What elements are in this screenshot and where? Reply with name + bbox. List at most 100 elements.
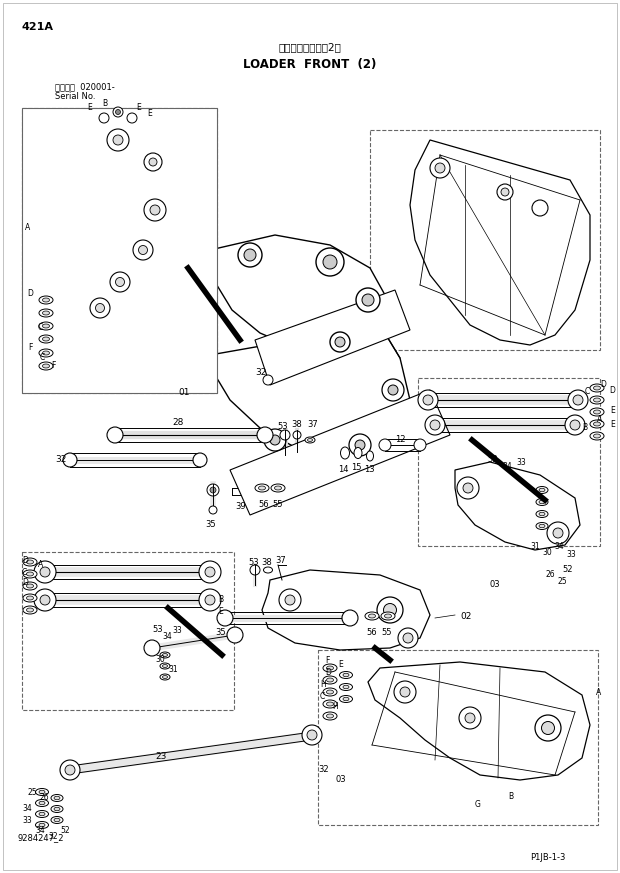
Text: Serial No.: Serial No. — [55, 92, 95, 101]
Text: 34: 34 — [554, 542, 564, 551]
Bar — [318, 650, 598, 825]
Circle shape — [127, 113, 137, 123]
Circle shape — [459, 707, 481, 729]
Text: B: B — [102, 100, 107, 108]
Text: A: A — [25, 223, 30, 232]
Text: C: C — [22, 568, 27, 577]
Text: B: B — [582, 423, 587, 432]
Circle shape — [113, 107, 123, 117]
Ellipse shape — [51, 816, 63, 823]
Circle shape — [107, 129, 129, 151]
Ellipse shape — [323, 664, 337, 672]
Text: 31: 31 — [168, 665, 177, 674]
Text: 53: 53 — [248, 558, 259, 567]
Bar — [22, 108, 217, 393]
Text: B: B — [508, 792, 513, 801]
Ellipse shape — [39, 801, 45, 805]
Circle shape — [430, 158, 450, 178]
Text: 52: 52 — [562, 565, 572, 574]
Text: D: D — [22, 556, 28, 565]
Ellipse shape — [23, 594, 37, 602]
Ellipse shape — [43, 351, 50, 355]
Ellipse shape — [305, 437, 315, 443]
Circle shape — [270, 435, 280, 445]
Ellipse shape — [264, 567, 273, 573]
Circle shape — [414, 439, 426, 451]
Ellipse shape — [323, 700, 337, 708]
Ellipse shape — [51, 806, 63, 813]
Ellipse shape — [323, 688, 337, 696]
Polygon shape — [455, 462, 580, 550]
Text: 15: 15 — [351, 463, 361, 472]
Circle shape — [356, 288, 380, 312]
Text: D: D — [609, 386, 615, 395]
Ellipse shape — [23, 582, 37, 590]
Circle shape — [342, 610, 358, 626]
Ellipse shape — [54, 796, 60, 800]
Ellipse shape — [368, 614, 376, 618]
Text: D: D — [600, 380, 606, 389]
Ellipse shape — [365, 612, 379, 620]
Ellipse shape — [43, 324, 50, 328]
Circle shape — [205, 567, 215, 577]
Ellipse shape — [39, 812, 45, 815]
Text: 28: 28 — [172, 418, 184, 427]
Polygon shape — [210, 325, 410, 462]
Ellipse shape — [27, 596, 33, 600]
Ellipse shape — [384, 614, 391, 618]
Circle shape — [307, 730, 317, 740]
Ellipse shape — [323, 712, 337, 720]
Ellipse shape — [27, 584, 33, 588]
Text: 37: 37 — [307, 420, 317, 429]
Ellipse shape — [162, 676, 167, 678]
Text: E: E — [218, 607, 223, 616]
Polygon shape — [410, 140, 590, 345]
Text: P1JB-1-3: P1JB-1-3 — [530, 853, 565, 862]
Ellipse shape — [39, 349, 53, 357]
Text: B: B — [218, 595, 223, 604]
Polygon shape — [52, 120, 180, 328]
Text: 53: 53 — [487, 455, 498, 464]
Text: H: H — [320, 680, 326, 689]
Text: F: F — [325, 656, 329, 665]
Ellipse shape — [54, 818, 60, 821]
Ellipse shape — [343, 673, 349, 677]
Circle shape — [107, 427, 123, 443]
Text: 25: 25 — [557, 577, 567, 586]
Ellipse shape — [39, 823, 45, 827]
Bar — [418, 378, 600, 546]
Circle shape — [34, 561, 56, 583]
Circle shape — [425, 415, 445, 435]
Circle shape — [547, 522, 569, 544]
Text: 14: 14 — [338, 465, 348, 474]
Ellipse shape — [536, 523, 548, 530]
Text: 適用号機  020001-: 適用号機 020001- — [55, 82, 115, 91]
Circle shape — [115, 109, 120, 114]
Circle shape — [90, 298, 110, 318]
Circle shape — [355, 440, 365, 450]
Circle shape — [263, 375, 273, 385]
Ellipse shape — [27, 608, 33, 612]
Ellipse shape — [590, 432, 604, 440]
Text: 12: 12 — [395, 435, 405, 444]
Ellipse shape — [27, 572, 33, 576]
Ellipse shape — [323, 676, 337, 684]
Ellipse shape — [43, 337, 50, 341]
Text: 9284247_2: 9284247_2 — [18, 833, 64, 842]
Circle shape — [430, 420, 440, 430]
Circle shape — [463, 483, 473, 493]
Ellipse shape — [593, 398, 601, 402]
Circle shape — [570, 420, 580, 430]
Circle shape — [384, 603, 397, 616]
Text: 33: 33 — [516, 458, 526, 467]
Circle shape — [400, 687, 410, 697]
Ellipse shape — [255, 484, 269, 492]
Ellipse shape — [590, 408, 604, 416]
Circle shape — [217, 610, 233, 626]
Text: 55: 55 — [272, 500, 283, 509]
Text: 32: 32 — [55, 455, 66, 464]
Text: E: E — [610, 406, 615, 415]
Ellipse shape — [160, 663, 170, 669]
Text: 31: 31 — [530, 542, 539, 551]
Circle shape — [541, 721, 554, 734]
